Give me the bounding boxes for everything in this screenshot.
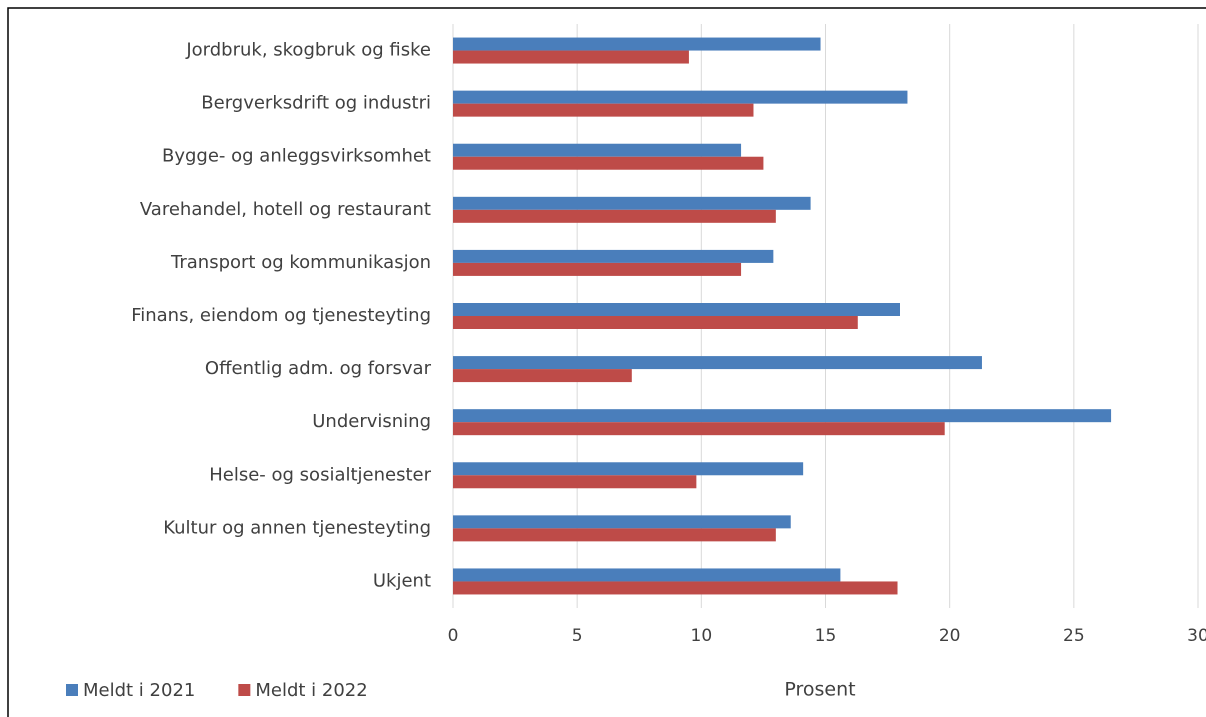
bar — [453, 90, 908, 104]
bar — [453, 528, 776, 542]
bar — [453, 156, 764, 170]
x-tick-label: 20 — [939, 626, 961, 646]
y-tick-label: Finans, eiendom og tjenesteyting — [131, 305, 431, 326]
bar — [453, 356, 982, 370]
bar — [453, 316, 858, 329]
x-tick-label: 30 — [1187, 626, 1206, 646]
bar — [453, 515, 791, 529]
legend-swatch — [238, 684, 251, 696]
bar — [453, 262, 742, 276]
y-tick-label: Varehandel, hotell og restaurant — [140, 199, 431, 220]
bar — [453, 303, 900, 316]
y-tick-label: Helse- og sosialtjenester — [209, 464, 431, 485]
bar — [453, 422, 945, 436]
x-tick-label: 5 — [572, 626, 583, 646]
y-tick-label: Kultur og annen tjenesteyting — [163, 517, 431, 538]
x-tick-label: 15 — [815, 626, 837, 646]
x-axis-label: Prosent — [784, 679, 855, 701]
y-tick-label: Bergverksdrift og industri — [201, 93, 431, 114]
y-tick-label: Transport og kommunikasjon — [170, 252, 431, 273]
y-tick-label: Jordbruk, skogbruk og fiske — [185, 40, 431, 61]
bar — [453, 103, 754, 117]
legend-label: Meldt i 2022 — [255, 680, 367, 701]
bar — [453, 568, 841, 582]
chart-frame — [7, 7, 1206, 717]
bar — [453, 462, 804, 476]
bar — [453, 581, 898, 595]
y-tick-label: Undervisning — [312, 411, 431, 432]
x-tick-label: 25 — [1063, 626, 1085, 646]
bar — [453, 50, 689, 64]
bar — [453, 369, 632, 383]
y-tick-label: Bygge- og anleggsvirksomhet — [162, 146, 431, 167]
x-tick-label: 10 — [691, 626, 713, 646]
bar — [453, 37, 821, 51]
legend-label: Meldt i 2021 — [83, 680, 195, 701]
x-tick-label: 0 — [448, 626, 459, 646]
bar — [453, 249, 774, 263]
bar — [453, 409, 1112, 423]
y-tick-label: Ukjent — [373, 570, 431, 591]
bar — [453, 143, 742, 157]
y-tick-label: Offentlig adm. og forsvar — [205, 358, 432, 379]
bar — [453, 209, 776, 223]
legend-swatch — [66, 684, 78, 696]
bar — [453, 196, 811, 210]
bar — [453, 475, 697, 489]
